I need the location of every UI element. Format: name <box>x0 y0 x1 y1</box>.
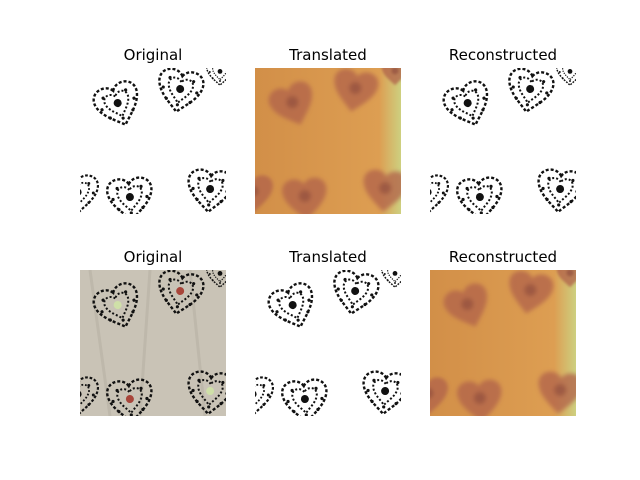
image-original-2 <box>80 270 226 416</box>
panel-title-original-2: Original <box>123 248 183 266</box>
image-translated-2 <box>255 270 401 416</box>
panel-title-original-1: Original <box>123 46 183 64</box>
image-translated-1 <box>255 68 401 214</box>
panel-title-reconstructed-2: Reconstructed <box>448 248 558 266</box>
image-reconstructed-2 <box>430 270 576 416</box>
panel-title-reconstructed-1: Reconstructed <box>448 46 558 64</box>
panel-title-translated-2: Translated <box>289 248 367 266</box>
panel-title-translated-1: Translated <box>289 46 367 64</box>
image-original-1 <box>80 68 226 214</box>
image-reconstructed-1 <box>430 68 576 214</box>
